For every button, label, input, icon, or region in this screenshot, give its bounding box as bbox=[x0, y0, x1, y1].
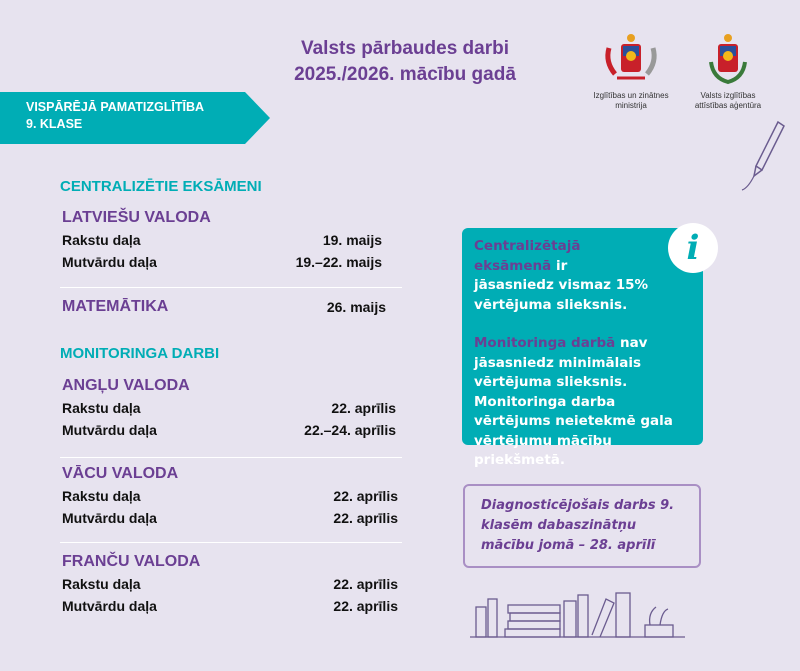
schedule-row: Mutvārdu daļa 22. aprīlis bbox=[62, 598, 402, 618]
subject-german: VĀCU VALODA bbox=[62, 465, 179, 482]
diagnostic-text: Diagnosticējošais darbs 9. klasēm dabasz… bbox=[481, 498, 675, 553]
info-text: nav jāsasniedz minimālais vērtējuma slie… bbox=[474, 335, 673, 468]
banner-line-1: VISPĀRĒJĀ PAMATIZGLĪTĪBA bbox=[26, 100, 205, 114]
logo-caption: Izglītības un zinātnes bbox=[593, 91, 669, 100]
row-label: Rakstu daļa bbox=[62, 232, 141, 248]
logo-caption: ministrija bbox=[615, 101, 647, 110]
subject-latvian: LATVIEŠU VALODA bbox=[62, 209, 211, 226]
level-banner: VISPĀRĒJĀ PAMATIZGLĪTĪBA 9. KLASE bbox=[0, 92, 270, 144]
divider bbox=[60, 457, 402, 458]
schedule-row: Mutvārdu daļa 22. aprīlis bbox=[62, 510, 402, 530]
row-date: 22. aprīlis bbox=[333, 488, 398, 504]
row-label: Rakstu daļa bbox=[62, 400, 141, 416]
row-label: Mutvārdu daļa bbox=[62, 510, 157, 526]
row-date: 22. aprīlis bbox=[333, 598, 398, 614]
divider bbox=[60, 287, 402, 288]
subject-english: ANGĻU VALODA bbox=[62, 377, 190, 394]
coat-of-arms-icon bbox=[605, 34, 657, 80]
page-title: Valsts pārbaudes darbi 2025./2026. mācīb… bbox=[240, 36, 570, 88]
row-label: Rakstu daļa bbox=[62, 576, 141, 592]
diagnostic-box: Diagnosticējošais darbs 9. klasēm dabasz… bbox=[463, 484, 701, 568]
schedule-row: 26. maijs bbox=[62, 299, 402, 319]
section-heading-monitoring: MONITORINGA DARBI bbox=[60, 345, 220, 362]
row-date: 22. aprīlis bbox=[331, 400, 396, 416]
row-date: 22. aprīlis bbox=[333, 576, 398, 592]
logo-caption: Valsts izglītības bbox=[700, 91, 756, 100]
row-label: Rakstu daļa bbox=[62, 488, 141, 504]
row-date: 19. maijs bbox=[322, 232, 382, 248]
info-highlight: Centralizētajā eksāmenā bbox=[474, 238, 581, 274]
info-box: Centralizētajā eksāmenā ir jāsasniedz vi… bbox=[462, 228, 703, 468]
agency-logo: Valsts izglītības attīstības aģentūra bbox=[688, 32, 768, 111]
row-date: 22.–24. aprīlis bbox=[304, 422, 396, 438]
schedule-row: Rakstu daļa 19. maijs bbox=[62, 232, 402, 252]
pen-icon bbox=[741, 120, 785, 191]
banner-line-2: 9. KLASE bbox=[26, 117, 83, 131]
schedule-row: Rakstu daļa 22. aprīlis bbox=[62, 488, 402, 508]
schedule-row: Mutvārdu daļa 22.–24. aprīlis bbox=[62, 422, 402, 442]
row-date: 19.–22. maijs bbox=[295, 254, 382, 270]
row-label: Mutvārdu daļa bbox=[62, 422, 157, 438]
subject-math: MATEMĀTIKA bbox=[62, 298, 169, 315]
schedule-row: Rakstu daļa 22. aprīlis bbox=[62, 576, 402, 596]
row-date: 26. maijs bbox=[326, 299, 386, 315]
info-highlight: Monitoringa darbā bbox=[474, 335, 616, 351]
title-line-1: Valsts pārbaudes darbi bbox=[300, 38, 510, 59]
schedule-row: Rakstu daļa 22. aprīlis bbox=[62, 400, 402, 420]
info-text: ir jāsasniedz vismaz 15% vērtējuma sliek… bbox=[474, 257, 649, 313]
coat-of-arms-icon bbox=[709, 34, 747, 85]
subject-french: FRANČU VALODA bbox=[62, 553, 201, 570]
logo-caption: attīstības aģentūra bbox=[694, 101, 762, 110]
title-line-2: 2025./2026. mācību gadā bbox=[294, 64, 516, 85]
divider bbox=[60, 542, 402, 543]
books-illustration-icon bbox=[470, 592, 685, 638]
schedule-row: Mutvārdu daļa 19.–22. maijs bbox=[62, 254, 402, 274]
row-label: Mutvārdu daļa bbox=[62, 254, 157, 270]
section-heading-centralized: CENTRALIZĒTIE EKSĀMENI bbox=[60, 178, 262, 195]
row-label: Mutvārdu daļa bbox=[62, 598, 157, 614]
info-icon: i bbox=[668, 223, 718, 273]
ministry-logo: Izglītības un zinātnes ministrija bbox=[586, 32, 676, 111]
row-date: 22. aprīlis bbox=[333, 510, 398, 526]
